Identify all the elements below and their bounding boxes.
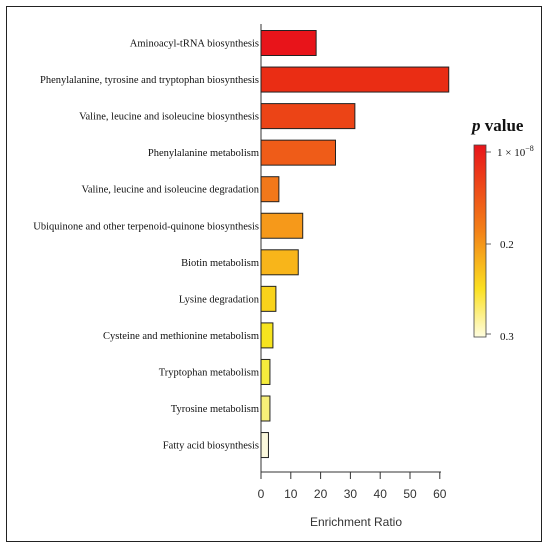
figure-frame — [6, 6, 542, 542]
x-tick-label: 20 — [314, 487, 328, 501]
category-label: Phenylalanine, tyrosine and tryptophan b… — [40, 75, 259, 86]
x-axis-ticks: 0 10 20 30 40 50 60 — [258, 472, 447, 501]
bar — [260, 139, 336, 166]
bar — [260, 285, 277, 312]
category-label: Cysteine and methionine metabolism — [103, 331, 259, 342]
legend-tick-label-bottom: 0.3 — [500, 331, 514, 343]
category-label: Tyrosine metabolism — [171, 404, 259, 415]
bar — [260, 30, 317, 56]
category-label: Valine, leucine and isoleucine biosynthe… — [79, 112, 259, 123]
x-tick-label: 50 — [403, 487, 417, 501]
category-labels: Aminoacyl-tRNA biosynthesis Phenylalanine… — [33, 39, 259, 452]
x-axis-title: Enrichment Ratio — [310, 515, 402, 529]
legend-title-rest: value — [481, 116, 524, 135]
legend-tick-label-top: 1 × 10−8 — [497, 144, 534, 159]
legend-tick-label-top-base: 1 × 10 — [497, 147, 526, 159]
category-label: Fatty acid biosynthesis — [163, 441, 259, 452]
x-tick-label: 60 — [433, 487, 447, 501]
bars — [260, 30, 450, 459]
legend-colorbar — [473, 144, 487, 338]
legend-title-p: p — [470, 116, 481, 135]
x-tick-label: 40 — [374, 487, 388, 501]
x-tick-label: 10 — [284, 487, 298, 501]
legend-title: p value — [470, 116, 524, 135]
category-label: Lysine degradation — [179, 294, 260, 305]
category-label: Valine, leucine and isoleucine degradati… — [81, 185, 259, 196]
bar — [260, 358, 271, 385]
bar — [260, 432, 269, 459]
category-label: Aminoacyl-tRNA biosynthesis — [130, 39, 259, 50]
bar — [260, 395, 271, 422]
x-tick-label: 30 — [344, 487, 358, 501]
bar — [260, 176, 280, 203]
bar — [260, 322, 274, 349]
category-label: Phenylalanine metabolism — [148, 148, 259, 159]
color-legend: p value 1 × 10−8 0.2 0.3 — [470, 116, 534, 343]
legend-tick-label-top-exponent: −8 — [525, 144, 534, 153]
legend-tick-label-mid: 0.2 — [500, 239, 514, 251]
bar — [260, 212, 304, 239]
bar — [260, 103, 356, 130]
category-label: Tryptophan metabolism — [159, 367, 259, 378]
category-label: Ubiquinone and other terpenoid-quinone b… — [33, 221, 259, 232]
category-label: Biotin metabolism — [181, 258, 259, 269]
x-tick-label: 0 — [258, 487, 265, 501]
bar — [260, 66, 450, 93]
bar — [260, 249, 299, 276]
